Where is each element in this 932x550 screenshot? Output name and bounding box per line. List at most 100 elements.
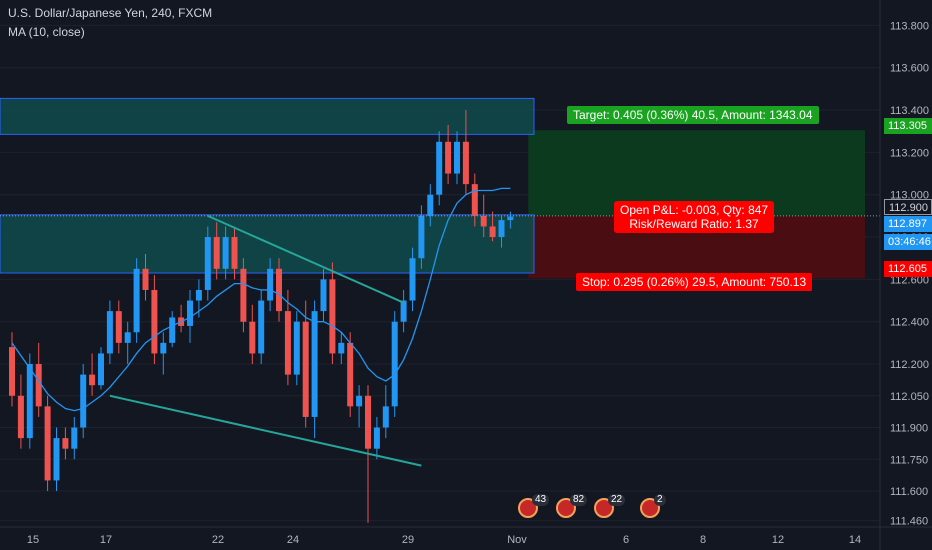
candle-body [427,194,434,216]
candle-body [400,300,407,322]
candle [115,300,122,354]
candle [249,304,256,365]
event-count-badge: 43 [532,494,550,506]
candle [338,332,345,365]
candle-body [507,216,514,221]
candle [445,124,452,185]
candle-body [231,237,238,269]
candle [53,427,60,492]
candle-body [169,317,176,343]
time-axis-label: 12 [772,534,784,546]
candle [302,300,309,428]
candle [489,211,496,242]
trendline [207,214,405,304]
candle [89,353,96,396]
chart-title: U.S. Dollar/Japanese Yen, 240, FXCM [8,6,213,20]
candle [44,395,51,492]
open-pl-text: Open P&L: -0.003, Qty: 847 [620,203,769,217]
candle-body [258,300,265,354]
countdown-tag: 03:46:46 [884,234,932,250]
candle [213,222,220,280]
candle [169,311,176,348]
time-axis-label: Nov [507,534,527,546]
target-label: Target: 0.405 (0.36%) 40.5, Amount: 1343… [567,106,819,124]
candle [311,300,318,439]
candle [17,374,24,449]
candle-body [240,268,247,322]
candle-body [9,347,15,396]
candle-body [293,321,300,375]
candle [293,311,300,386]
candle-body [489,226,496,238]
price-axis-label: 111.600 [890,486,928,498]
price-tag-target: 113.305 [884,118,932,134]
event-count-badge: 22 [608,494,626,506]
candle [222,226,229,280]
candle [427,184,434,227]
open-pl-box: Open P&L: -0.003, Qty: 847 Risk/Reward R… [614,201,775,233]
candle [133,258,140,343]
candle [258,289,265,365]
price-axis-label: 112.200 [890,359,929,371]
candle-body [160,342,167,354]
candle-body [391,321,398,407]
candle-body [302,321,309,417]
candle [9,332,15,407]
time-axis-label: 14 [849,534,861,546]
trendline [109,394,422,467]
candle [187,289,193,343]
event-count-badge: 82 [570,494,588,506]
price-axis-label: 113.600 [890,63,929,75]
price-axis-label: 112.600 [890,274,929,286]
candle [418,205,425,269]
candle [231,226,238,280]
candle-body [347,342,354,407]
time-axis-label: 24 [287,534,299,546]
candle [106,300,113,365]
candle-body [311,311,318,417]
candle [80,364,87,439]
candle-body [320,279,327,312]
candle-body [445,141,452,174]
candle [151,275,158,365]
time-axis-label: 17 [100,534,112,546]
candle-body [276,268,282,312]
price-axis-label: 113.000 [890,190,929,202]
time-axis-label: 22 [212,534,224,546]
risk-reward-text: Risk/Reward Ratio: 1.37 [629,217,759,231]
candle-body [26,364,33,439]
candle-body [204,237,211,290]
candle [454,131,460,185]
indicator-label[interactable]: MA (10, close) [8,25,85,39]
candle-body [17,395,24,439]
price-axis-label: 113.400 [890,105,929,117]
price-tag-stop: 112.605 [884,261,932,277]
candle-body [222,237,229,269]
candle [142,253,149,301]
stop-label: Stop: 0.295 (0.26%) 29.5, Amount: 750.13 [576,273,813,291]
candle [400,289,407,333]
candle-body [89,374,96,386]
candle-body [151,289,158,354]
candle-body [329,279,336,354]
candle [204,226,211,301]
candle [98,347,104,390]
candle-body [115,311,122,343]
support-resistance-zone [0,214,535,274]
candle-body [133,268,140,333]
candle-body [462,141,469,185]
candle-body [418,215,425,259]
price-axis-label: 111.900 [890,423,928,435]
candle-body [98,353,104,386]
candle-body [187,300,193,326]
candle-body [53,438,60,481]
price-axis-label: 113.200 [890,147,929,159]
price-axis-label: 112.050 [890,391,929,403]
price-axis-label: 112.400 [890,317,929,329]
candle [71,416,78,460]
candle-body [213,237,220,269]
candle [124,321,131,365]
candle [471,173,478,227]
candle [329,262,336,365]
